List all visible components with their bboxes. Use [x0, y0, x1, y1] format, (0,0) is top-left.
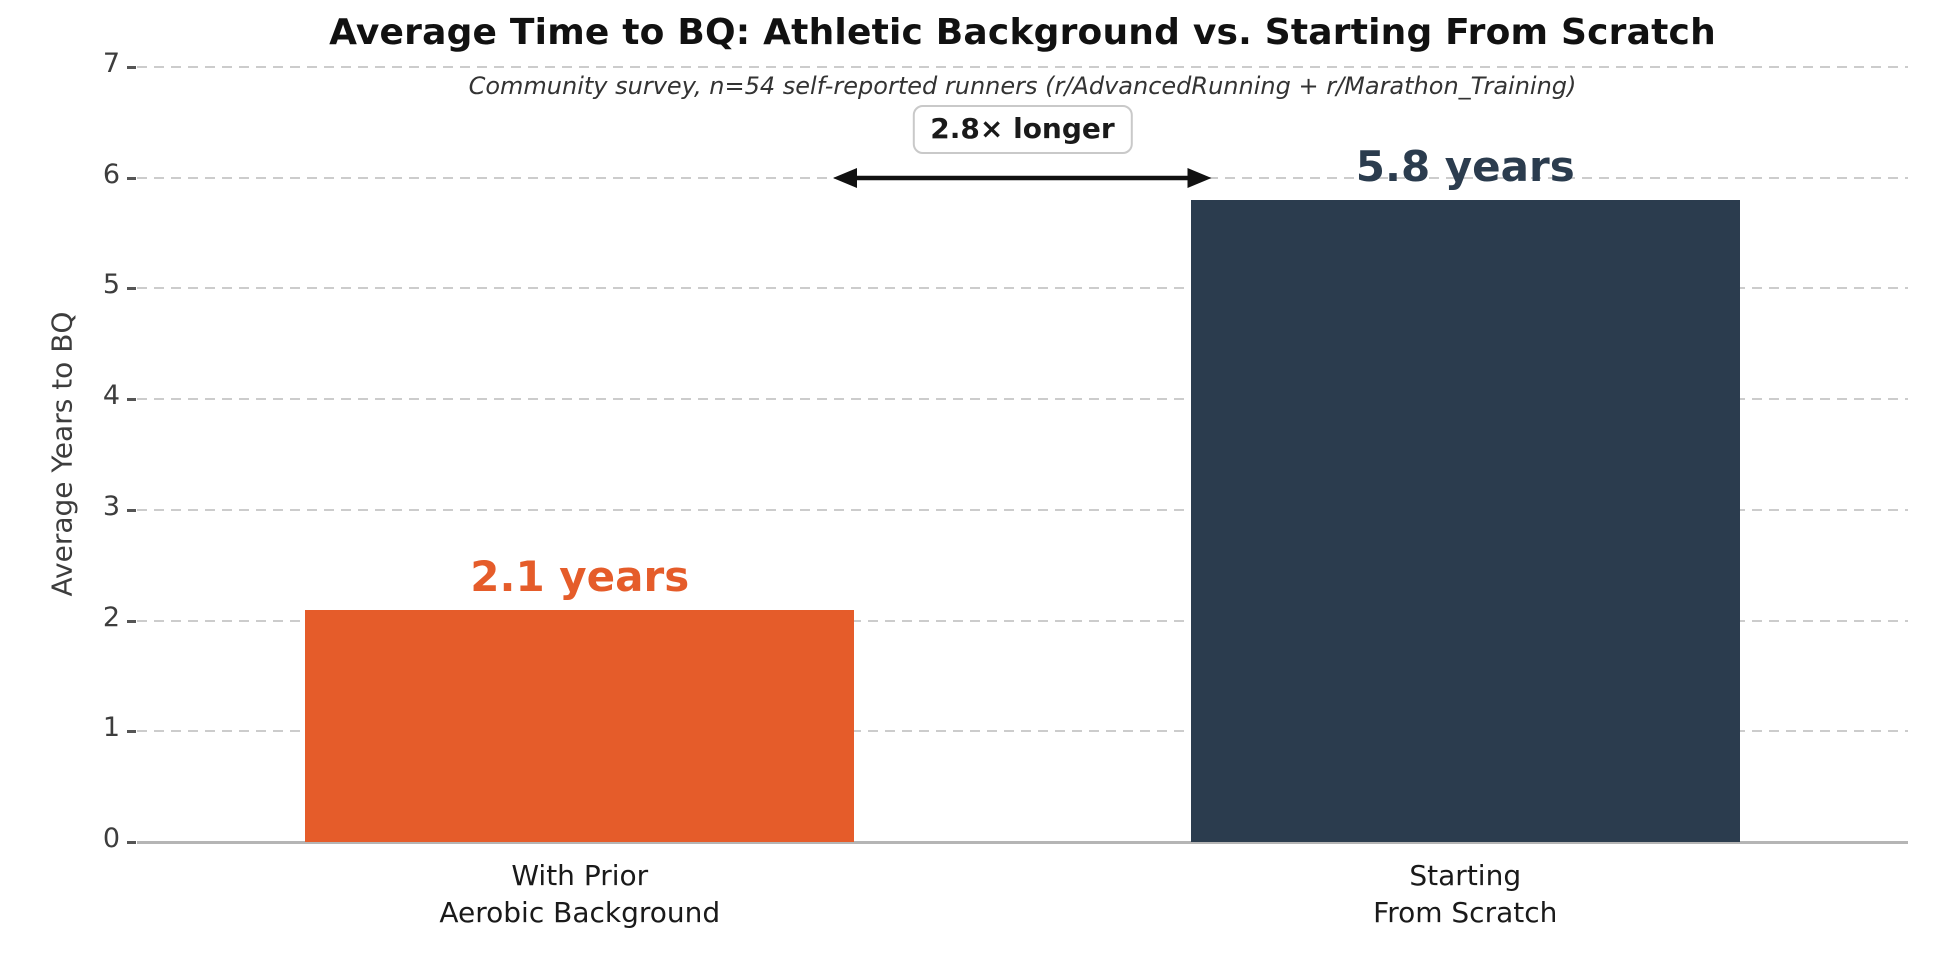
- value-label-starting-from-scratch: 5.8 years: [1355, 141, 1575, 191]
- gridline-y1: [137, 730, 1908, 733]
- y-axis-title: Average Years to BQ: [45, 311, 79, 597]
- gridline-y2: [137, 619, 1908, 622]
- gridline-y5: [137, 287, 1908, 290]
- y-tick-label-0: 0: [102, 823, 120, 854]
- chart-title: Average Time to BQ: Athletic Background …: [329, 12, 1716, 53]
- x-axis-baseline: [137, 841, 1908, 844]
- value-label-with-prior-aerobic-background: 2.1 years: [470, 551, 690, 601]
- ratio-annotation-box: 2.8× longer: [912, 104, 1133, 154]
- y-tick-mark-6: [127, 176, 136, 180]
- chart-subtitle: Community survey, n=54 self-reported run…: [468, 72, 1577, 100]
- y-tick-label-3: 3: [102, 490, 120, 522]
- y-tick-mark-2: [127, 619, 136, 623]
- y-tick-label-1: 1: [102, 712, 120, 744]
- double-headed-arrow-icon: [833, 167, 1212, 188]
- y-tick-mark-4: [127, 398, 136, 402]
- category-label-with-prior-aerobic-background: With Prior Aerobic Background: [439, 858, 720, 932]
- y-tick-label-4: 4: [102, 380, 120, 412]
- y-tick-mark-1: [127, 730, 136, 734]
- y-tick-mark-0: [127, 841, 136, 844]
- ratio-annotation-label: 2.8× longer: [930, 111, 1115, 145]
- category-label-line: Aerobic Background: [439, 895, 721, 929]
- y-tick-label-2: 2: [102, 601, 120, 633]
- y-tick-mark-5: [127, 287, 136, 291]
- category-label-line: From Scratch: [1373, 895, 1558, 929]
- category-label-starting-from-scratch: Starting From Scratch: [1373, 858, 1557, 932]
- bar-with-prior-aerobic-background: [305, 609, 855, 842]
- category-label-line: Starting: [1409, 859, 1522, 892]
- y-tick-label-6: 6: [102, 158, 120, 190]
- y-tick-label-7: 7: [102, 48, 120, 79]
- category-label-line: With Prior: [511, 859, 649, 892]
- y-tick-mark-7: [127, 66, 136, 69]
- gridline-y7: [137, 66, 1908, 68]
- gridline-y3: [137, 508, 1908, 511]
- gridline-y4: [137, 398, 1908, 401]
- bar-starting-from-scratch: [1190, 199, 1740, 842]
- y-tick-mark-3: [127, 508, 136, 512]
- y-tick-label-5: 5: [102, 269, 120, 301]
